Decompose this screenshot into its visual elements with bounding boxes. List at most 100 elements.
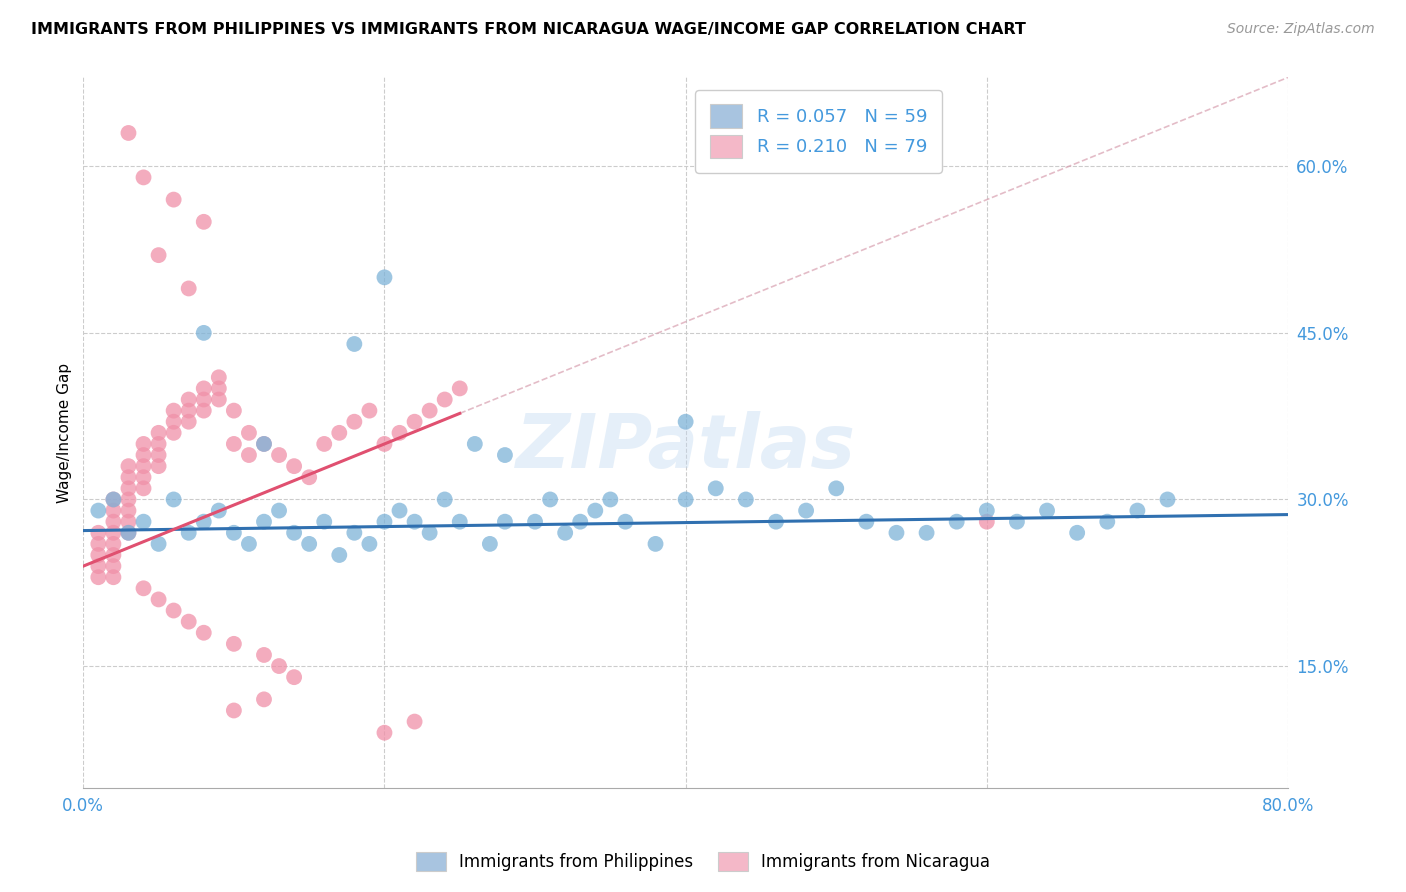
Point: [569, 515, 592, 529]
Point: [238, 537, 260, 551]
Point: [404, 515, 426, 529]
Point: [193, 403, 215, 417]
Point: [148, 437, 170, 451]
Point: [222, 637, 245, 651]
Point: [267, 503, 290, 517]
Point: [464, 437, 486, 451]
Point: [103, 492, 125, 507]
Text: ZIPatlas: ZIPatlas: [516, 410, 856, 483]
Y-axis label: Wage/Income Gap: Wage/Income Gap: [58, 363, 72, 503]
Point: [614, 515, 637, 529]
Point: [283, 459, 305, 474]
Point: [238, 425, 260, 440]
Point: [253, 692, 276, 706]
Point: [208, 381, 231, 395]
Point: [132, 448, 155, 462]
Point: [103, 559, 125, 574]
Point: [87, 537, 110, 551]
Point: [765, 515, 787, 529]
Point: [433, 492, 456, 507]
Point: [1036, 503, 1059, 517]
Point: [388, 503, 411, 517]
Point: [148, 248, 170, 262]
Point: [177, 415, 200, 429]
Point: [373, 725, 395, 739]
Point: [87, 548, 110, 562]
Point: [177, 392, 200, 407]
Point: [704, 481, 727, 495]
Point: [524, 515, 547, 529]
Point: [494, 448, 516, 462]
Point: [373, 437, 395, 451]
Point: [419, 525, 441, 540]
Point: [103, 503, 125, 517]
Legend: Immigrants from Philippines, Immigrants from Nicaragua: Immigrants from Philippines, Immigrants …: [408, 843, 998, 880]
Point: [734, 492, 756, 507]
Point: [193, 392, 215, 407]
Point: [148, 592, 170, 607]
Point: [222, 403, 245, 417]
Point: [404, 714, 426, 729]
Point: [148, 448, 170, 462]
Point: [644, 537, 666, 551]
Point: [103, 548, 125, 562]
Point: [117, 459, 139, 474]
Point: [193, 381, 215, 395]
Point: [132, 459, 155, 474]
Point: [238, 448, 260, 462]
Point: [87, 559, 110, 574]
Point: [208, 503, 231, 517]
Point: [132, 481, 155, 495]
Point: [103, 525, 125, 540]
Point: [359, 403, 381, 417]
Point: [388, 425, 411, 440]
Point: [283, 670, 305, 684]
Point: [163, 193, 186, 207]
Point: [298, 470, 321, 484]
Legend: R = 0.057   N = 59, R = 0.210   N = 79: R = 0.057 N = 59, R = 0.210 N = 79: [696, 90, 942, 172]
Point: [283, 525, 305, 540]
Point: [132, 437, 155, 451]
Point: [193, 326, 215, 340]
Point: [976, 503, 998, 517]
Point: [222, 437, 245, 451]
Point: [328, 548, 350, 562]
Point: [314, 437, 336, 451]
Point: [148, 459, 170, 474]
Point: [478, 537, 501, 551]
Point: [449, 381, 471, 395]
Point: [222, 525, 245, 540]
Point: [208, 370, 231, 384]
Point: [538, 492, 561, 507]
Point: [945, 515, 967, 529]
Point: [177, 525, 200, 540]
Point: [193, 515, 215, 529]
Point: [359, 537, 381, 551]
Point: [253, 437, 276, 451]
Point: [419, 403, 441, 417]
Point: [253, 648, 276, 662]
Point: [193, 625, 215, 640]
Point: [117, 525, 139, 540]
Point: [794, 503, 817, 517]
Point: [132, 470, 155, 484]
Point: [163, 603, 186, 617]
Point: [1066, 525, 1088, 540]
Point: [87, 525, 110, 540]
Point: [343, 525, 366, 540]
Point: [343, 337, 366, 351]
Point: [103, 537, 125, 551]
Point: [675, 415, 697, 429]
Point: [373, 270, 395, 285]
Text: Source: ZipAtlas.com: Source: ZipAtlas.com: [1227, 22, 1375, 37]
Point: [177, 281, 200, 295]
Point: [343, 415, 366, 429]
Point: [148, 425, 170, 440]
Point: [163, 403, 186, 417]
Point: [163, 415, 186, 429]
Point: [886, 525, 908, 540]
Point: [103, 492, 125, 507]
Point: [583, 503, 606, 517]
Point: [433, 392, 456, 407]
Point: [208, 392, 231, 407]
